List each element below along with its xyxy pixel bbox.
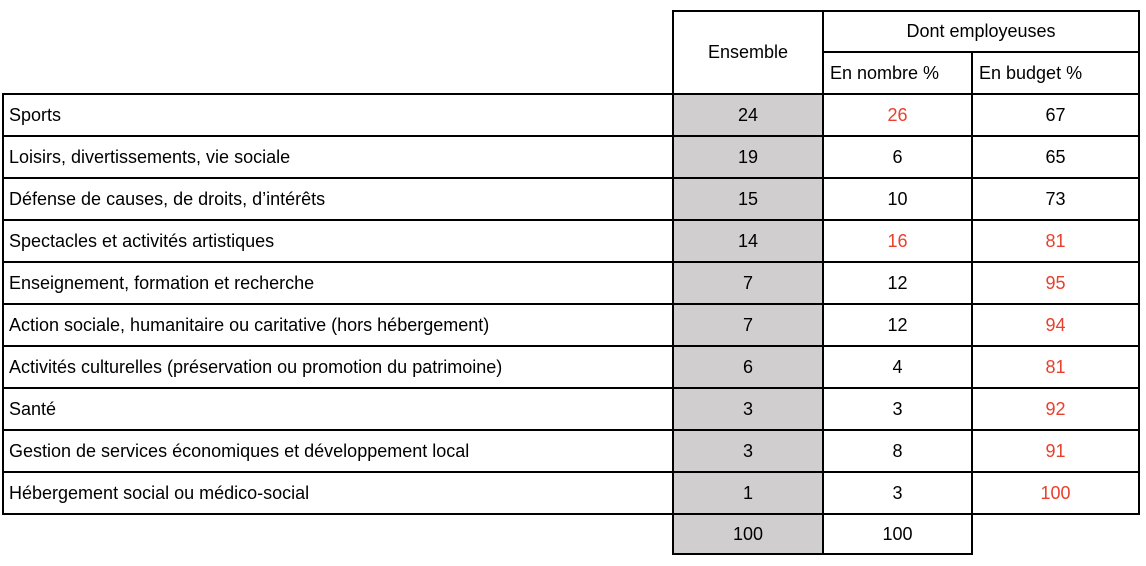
table-row: Loisirs, divertissements, vie sociale 19 6…	[2, 135, 1140, 179]
en-nombre-cell: 3	[822, 471, 973, 515]
en-budget-cell: 67	[971, 93, 1140, 137]
ensemble-cell: 6	[672, 345, 824, 389]
en-budget-cell: 94	[971, 303, 1140, 347]
header-row-1: Ensemble Dont employeuses	[3, 10, 1140, 95]
ensemble-cell: 14	[672, 219, 824, 263]
en-budget-cell: 92	[971, 387, 1140, 431]
category-cell: Défense de causes, de droits, d’intérêts	[2, 177, 674, 221]
ensemble-cell: 3	[672, 387, 824, 431]
category-cell: Hébergement social ou médico-social	[2, 471, 674, 515]
category-cell: Sports	[2, 93, 674, 137]
header-spacer	[3, 11, 673, 94]
en-nombre-cell: 10	[822, 177, 973, 221]
ensemble-cell: 15	[672, 177, 824, 221]
col-header-ensemble: Ensemble	[672, 10, 824, 95]
en-budget-cell: 73	[971, 177, 1140, 221]
ensemble-cell: 7	[672, 303, 824, 347]
total-spacer-left	[3, 514, 673, 554]
en-budget-cell: 65	[971, 135, 1140, 179]
category-cell: Activités culturelles (préservation ou p…	[2, 345, 674, 389]
en-nombre-cell: 16	[822, 219, 973, 263]
en-nombre-cell: 3	[822, 387, 973, 431]
total-spacer-right	[972, 514, 1139, 554]
total-nombre-cell: 100	[822, 513, 973, 555]
en-budget-cell: 81	[971, 345, 1140, 389]
table-row: Santé 3 3 92	[2, 387, 1140, 431]
table-row: Hébergement social ou médico-social 1 3 100	[2, 471, 1140, 515]
table-row: Défense de causes, de droits, d’intérêts…	[2, 177, 1140, 221]
table-row: Sports 24 26 67	[2, 93, 1140, 137]
col-header-en-budget: En budget %	[971, 51, 1140, 95]
ensemble-cell: 7	[672, 261, 824, 305]
table-row: Spectacles et activités artistiques 14 16 8…	[2, 219, 1140, 263]
category-cell: Gestion de services économiques et dével…	[2, 429, 674, 473]
en-budget-cell: 81	[971, 219, 1140, 263]
category-cell: Loisirs, divertissements, vie sociale	[2, 135, 674, 179]
en-budget-cell: 100	[971, 471, 1140, 515]
en-nombre-cell: 12	[822, 303, 973, 347]
col-header-en-nombre: En nombre %	[822, 51, 973, 95]
category-cell: Spectacles et activités artistiques	[2, 219, 674, 263]
table-row: Activités culturelles (préservation ou p…	[2, 345, 1140, 389]
total-ensemble-cell: 100	[672, 513, 824, 555]
header-row-2: En nombre % En budget %	[3, 51, 1140, 95]
category-cell: Action sociale, humanitaire ou caritativ…	[2, 303, 674, 347]
en-nombre-cell: 8	[822, 429, 973, 473]
en-nombre-cell: 12	[822, 261, 973, 305]
en-budget-cell: 95	[971, 261, 1140, 305]
table-body: Sports 24 26 67 Loisirs, divertissements, vi…	[2, 93, 1140, 515]
en-nombre-cell: 26	[822, 93, 973, 137]
table-row: Action sociale, humanitaire ou caritativ…	[2, 303, 1140, 347]
table-row: Gestion de services économiques et dével…	[2, 429, 1140, 473]
table-row: Enseignement, formation et recherche 7 12 9…	[2, 261, 1140, 305]
category-cell: Santé	[2, 387, 674, 431]
associations-table: Ensemble Dont employeuses En nombre % En…	[2, 10, 1140, 555]
ensemble-cell: 24	[672, 93, 824, 137]
en-budget-cell: 91	[971, 429, 1140, 473]
ensemble-cell: 19	[672, 135, 824, 179]
col-header-dont-employeuses: Dont employeuses	[822, 10, 1140, 53]
category-cell: Enseignement, formation et recherche	[2, 261, 674, 305]
ensemble-cell: 1	[672, 471, 824, 515]
total-row: 100 100	[3, 513, 1139, 555]
en-nombre-cell: 4	[822, 345, 973, 389]
ensemble-cell: 3	[672, 429, 824, 473]
en-nombre-cell: 6	[822, 135, 973, 179]
